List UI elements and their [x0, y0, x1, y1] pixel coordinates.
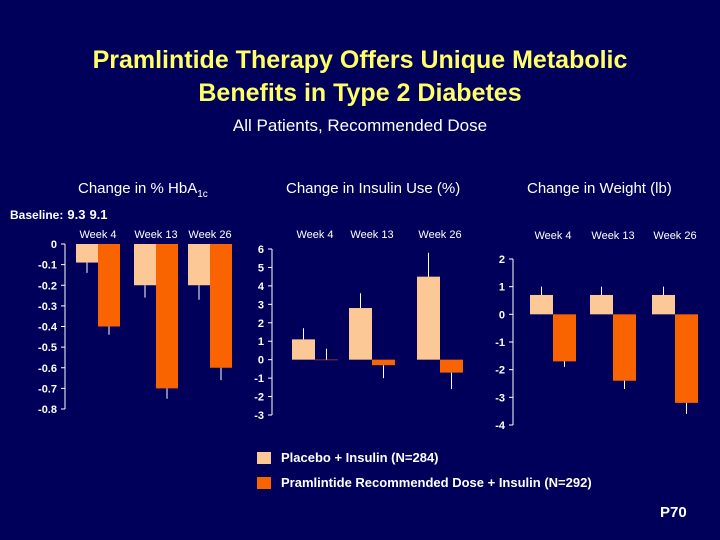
- insulin-y-tick-label: 3: [258, 299, 264, 311]
- insulin-bar-placebo: [349, 308, 372, 360]
- insulin-y-tick-label: 0: [258, 355, 264, 367]
- slide-title: Pramlintide Therapy Offers Unique Metabo…: [0, 44, 720, 110]
- hba1c-chart: 0 -0.1 -0.2 -0.3 -0.4 -0.5 -0.6 -0.7 -0.8 Week 4 W…: [38, 229, 232, 416]
- legend-item-placebo: Placebo + Insulin (N=284): [257, 450, 439, 465]
- baseline-value-pramlintide: 9.1: [89, 207, 108, 222]
- hba1c-panel-title: Change in % HbA1c: [78, 180, 208, 200]
- weight-y-tick-label: 0: [499, 309, 505, 321]
- legend-swatch-pramlintide: [257, 476, 271, 489]
- insulin-bar-placebo: [292, 339, 315, 360]
- baseline-value-placebo: 9.3: [67, 207, 86, 222]
- slide-number: P70: [660, 504, 687, 521]
- weight-y-tick-label: 2: [499, 254, 505, 266]
- slide-title-line-2: Benefits in Type 2 Diabetes: [198, 79, 522, 107]
- hba1c-y-tick-label: -0.1: [38, 260, 57, 272]
- weight-y-tick-label: 1: [499, 282, 505, 294]
- weight-bar-pramlintide: [613, 314, 636, 381]
- weight-y-tick-label: -4: [495, 420, 506, 432]
- insulin-y-tick-label: 1: [258, 336, 264, 348]
- hba1c-title-subscript: 1c: [197, 189, 208, 200]
- legend-item-pramlintide: Pramlintide Recommended Dose + Insulin (…: [257, 475, 592, 490]
- weight-bar-pramlintide: [675, 314, 698, 403]
- insulin-chart: 6 5 4 3 2 1 0 -1 -2 -3 Week 4 Week 13 Week 26: [254, 229, 463, 422]
- hba1c-bar-placebo: [134, 244, 156, 286]
- insulin-category-label: Week 4: [296, 229, 333, 241]
- weight-category-label: Week 4: [534, 230, 571, 242]
- weight-bar-placebo: [590, 294, 613, 315]
- insulin-y-tick-label: 6: [258, 244, 264, 256]
- baseline-label: Baseline:: [10, 208, 64, 222]
- baseline-note: Baseline: 9.3 9.1: [10, 207, 108, 222]
- insulin-y-tick-label: 5: [258, 262, 264, 274]
- hba1c-category-label: Week 26: [188, 229, 231, 241]
- slide-title-line-1: Pramlintide Therapy Offers Unique Metabo…: [92, 46, 628, 74]
- insulin-panel-title: Change in Insulin Use (%): [286, 180, 461, 197]
- hba1c-y-tick-label: -0.6: [38, 363, 57, 375]
- insulin-category-label: Week 13: [350, 229, 393, 241]
- weight-category-label: Week 13: [591, 230, 634, 242]
- hba1c-bar-placebo: [76, 244, 98, 263]
- weight-chart: 2 1 0 -1 -2 -3 -4 Week 4 Week 13 Week 26: [495, 230, 698, 432]
- insulin-y-tick-label: -2: [254, 392, 264, 404]
- insulin-y-tick-label: 4: [258, 281, 265, 293]
- legend-swatch-placebo: [257, 451, 271, 464]
- insulin-y-tick-label: -3: [254, 410, 264, 422]
- hba1c-y-tick-label: -0.4: [38, 322, 58, 334]
- hba1c-bar-pramlintide: [156, 244, 178, 389]
- insulin-y-tick-label: 2: [258, 318, 264, 330]
- hba1c-y-tick-label: -0.2: [38, 280, 57, 292]
- legend-label-placebo: Placebo + Insulin (N=284): [281, 450, 439, 465]
- hba1c-y-tick-label: 0: [51, 239, 57, 251]
- insulin-bar-placebo: [417, 276, 440, 360]
- weight-y-tick-label: -2: [495, 365, 505, 377]
- weight-y-tick-label: -3: [495, 392, 505, 404]
- hba1c-y-tick-label: -0.7: [38, 383, 57, 395]
- insulin-bar-pramlintide: [440, 359, 463, 373]
- hba1c-title-main: Change in % HbA: [78, 180, 198, 197]
- weight-y-tick-label: -1: [495, 337, 505, 349]
- hba1c-bar-pramlintide: [98, 244, 120, 327]
- weight-bar-pramlintide: [553, 314, 576, 362]
- legend-label-pramlintide: Pramlintide Recommended Dose + Insulin (…: [281, 475, 592, 490]
- hba1c-y-tick-label: -0.8: [38, 404, 57, 416]
- hba1c-category-label: Week 13: [134, 229, 177, 241]
- insulin-bar-pramlintide: [372, 359, 395, 366]
- weight-bar-placebo: [530, 294, 553, 315]
- weight-category-label: Week 26: [653, 230, 696, 242]
- hba1c-y-tick-label: -0.5: [38, 342, 57, 354]
- hba1c-bar-placebo: [188, 244, 210, 286]
- weight-panel-title: Change in Weight (lb): [527, 180, 672, 197]
- insulin-y-tick-label: -1: [254, 373, 264, 385]
- insulin-bar-pramlintide: [315, 359, 338, 361]
- weight-bar-placebo: [652, 294, 675, 315]
- slide-subtitle: All Patients, Recommended Dose: [232, 116, 488, 135]
- hba1c-bar-pramlintide: [210, 244, 232, 368]
- hba1c-category-label: Week 4: [79, 229, 116, 241]
- hba1c-y-tick-label: -0.3: [38, 301, 57, 313]
- insulin-category-label: Week 26: [418, 229, 461, 241]
